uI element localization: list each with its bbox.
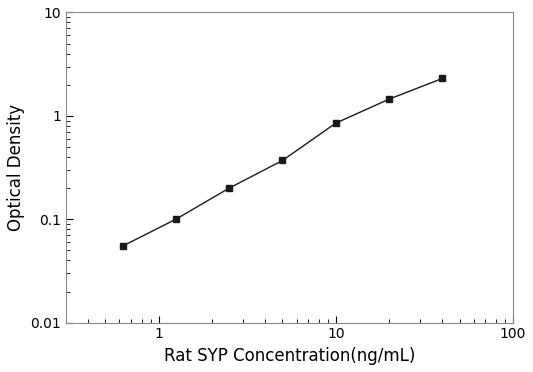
Y-axis label: Optical Density: Optical Density	[7, 104, 25, 231]
X-axis label: Rat SYP Concentration(ng/mL): Rat SYP Concentration(ng/mL)	[164, 347, 415, 365]
